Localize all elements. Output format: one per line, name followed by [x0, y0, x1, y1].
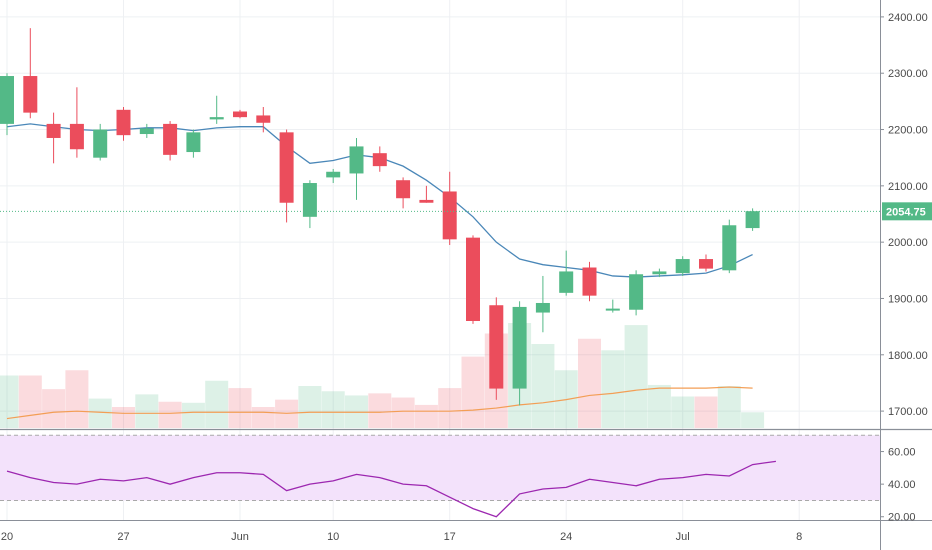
rsi-tick-label: 20.00	[888, 512, 916, 524]
volume-bar	[42, 389, 66, 428]
candle-body-down	[419, 199, 434, 203]
volume-bar	[414, 404, 438, 428]
candle-body-up	[93, 129, 108, 158]
candle-body-down	[163, 123, 178, 155]
volume-moving-average-line	[6, 386, 753, 420]
candle-body-down	[372, 153, 387, 167]
volume-bar	[228, 388, 252, 428]
candle-body-down	[116, 109, 131, 136]
candle-body-down	[279, 132, 294, 203]
candle-body-up	[605, 308, 620, 311]
candle-body-up	[652, 271, 667, 275]
last-price-tag	[882, 202, 932, 221]
volume-bar	[0, 375, 19, 428]
volume-bar	[112, 407, 135, 428]
candle-body-up	[302, 183, 317, 217]
rsi-tick-label: 40.00	[888, 479, 916, 491]
x-tick-label: Jun	[231, 531, 249, 543]
rsi-band	[0, 435, 880, 501]
volume-bar	[741, 412, 765, 428]
candle-body-up	[349, 146, 364, 174]
candle-body-down	[23, 76, 38, 113]
x-tick-label: 27	[117, 531, 129, 543]
x-tick-label: 10	[327, 531, 339, 543]
candle-body-up	[512, 306, 527, 389]
x-tick-label: 20	[1, 531, 13, 543]
candle-body-down	[466, 237, 480, 321]
candle-body-up	[535, 302, 550, 313]
volume-bar	[578, 338, 601, 428]
volume-bar	[461, 356, 485, 428]
volume-bar	[135, 394, 159, 428]
volume-bar	[65, 370, 89, 428]
volume-bar	[531, 344, 555, 428]
x-tick-label: 24	[560, 531, 572, 543]
volume-bar	[321, 391, 345, 428]
candle-body-down	[699, 259, 713, 269]
volume-bar	[158, 401, 182, 428]
candle-body-down	[46, 123, 61, 138]
volume-bar	[251, 407, 275, 428]
candle-body-up	[209, 117, 224, 120]
volume-bar	[601, 350, 625, 428]
candle-body-down	[442, 191, 457, 240]
candle-body-up	[722, 225, 737, 271]
candle-body-up	[186, 132, 201, 153]
volume-bar	[181, 402, 205, 428]
candle-body-down	[489, 305, 504, 389]
volume-bar	[18, 375, 42, 428]
candle-body-up	[629, 274, 644, 310]
candle-body-down	[69, 123, 84, 150]
last-price-label: 2054.75	[886, 206, 926, 218]
y-tick-label: 2400.00	[888, 12, 928, 24]
x-tick-label: 8	[796, 531, 802, 543]
volume-bar	[647, 384, 671, 428]
volume-bar	[205, 380, 229, 428]
rsi-tick-label: 60.00	[888, 447, 916, 459]
candle-body-up	[745, 211, 760, 229]
y-tick-label: 2200.00	[888, 125, 928, 137]
price-layer	[0, 28, 880, 406]
volume-bar	[88, 398, 112, 428]
candle-body-down	[256, 115, 271, 123]
candle-body-down	[233, 111, 247, 118]
x-tick-label: Jul	[676, 531, 690, 543]
rsi-line	[6, 460, 776, 518]
volume-bar	[368, 393, 392, 428]
y-tick-label: 2100.00	[888, 181, 928, 193]
volume-bar	[717, 386, 741, 428]
volume-bar	[624, 325, 648, 428]
volume-bar	[391, 397, 415, 428]
y-tick-label: 1900.00	[888, 293, 928, 305]
y-tick-label: 1700.00	[888, 406, 928, 418]
y-tick-label: 2000.00	[888, 237, 928, 249]
y-tick-label: 1800.00	[888, 350, 928, 362]
candle-body-down	[396, 180, 411, 199]
volume-bar	[438, 388, 462, 428]
candle-body-up	[0, 76, 14, 124]
candle-body-up	[675, 259, 690, 274]
volume-bar	[671, 396, 695, 428]
volume-bar	[694, 396, 718, 428]
candle-body-down	[582, 267, 597, 296]
y-tick-label: 2300.00	[888, 68, 928, 80]
candle-body-up	[559, 271, 574, 293]
candle-body-up	[139, 128, 154, 135]
x-tick-label: 17	[444, 531, 456, 543]
rsi-layer	[0, 428, 932, 518]
candle-body-up	[326, 171, 341, 178]
volume-bar	[298, 386, 322, 428]
